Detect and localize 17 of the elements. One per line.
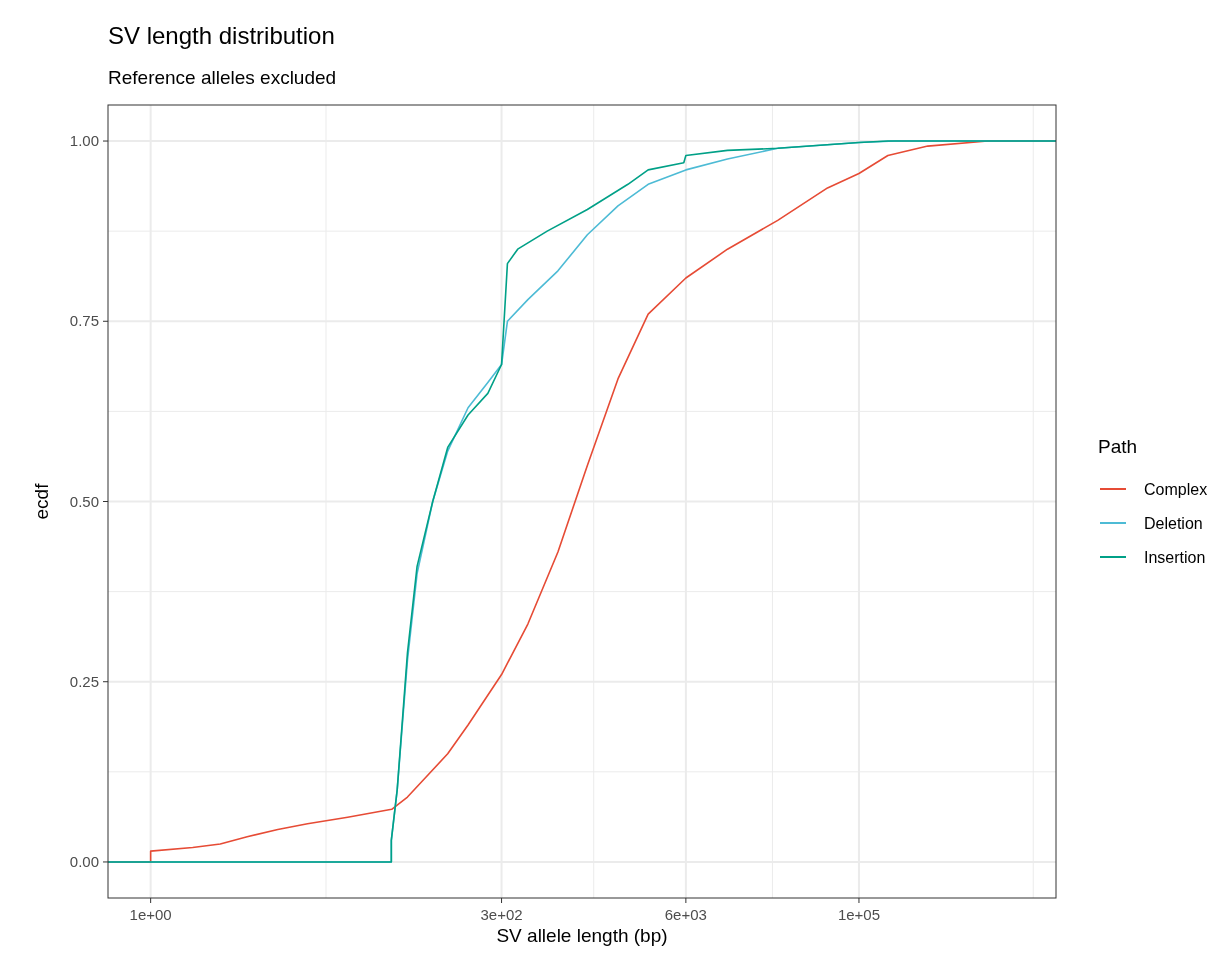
- legend-title: Path: [1098, 436, 1138, 457]
- y-tick-label: 0.25: [69, 672, 99, 690]
- x-tick-label: 1e+05: [837, 906, 881, 923]
- x-tick-label: 3e+02: [480, 906, 523, 923]
- legend-label: Deletion: [1144, 515, 1203, 532]
- chart-subtitle: Reference alleles excluded: [108, 67, 337, 88]
- legend-label: Complex: [1144, 481, 1208, 498]
- x-tick-label: 1e+00: [129, 906, 172, 923]
- legend-label: Insertion: [1144, 549, 1206, 566]
- y-tick-label: 1.00: [69, 132, 99, 150]
- chart-title: SV length distribution: [108, 22, 335, 49]
- y-tick-label: 0.75: [69, 312, 99, 330]
- y-tick-label: 0.00: [69, 852, 99, 870]
- x-axis-title: SV allele length (bp): [496, 925, 668, 946]
- y-axis-title: ecdf: [31, 482, 52, 520]
- y-tick-label: 0.50: [69, 492, 99, 510]
- x-tick-label: 6e+03: [664, 906, 707, 923]
